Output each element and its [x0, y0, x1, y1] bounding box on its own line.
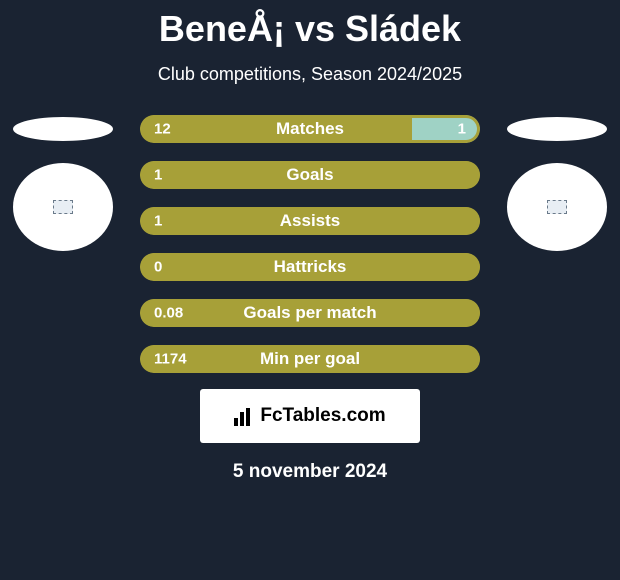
stat-bar-left-value: 1174: [154, 351, 187, 368]
source-logo: FcTables.com: [200, 389, 420, 443]
stat-bar-right-value: 1: [458, 121, 466, 138]
page-title: BeneÅ¡ vs Sládek: [0, 0, 620, 50]
flag-icon: [53, 200, 73, 214]
stat-bar: Goals per match 0.08: [140, 299, 480, 327]
stat-bar-label: Hattricks: [274, 257, 347, 277]
player-left-name-chip: [13, 117, 113, 141]
player-right-column: [502, 117, 612, 251]
player-left-avatar: [13, 163, 113, 251]
stat-bar-label: Min per goal: [260, 349, 360, 369]
stat-bar-label: Assists: [280, 211, 340, 231]
stat-bar-left-value: 1: [154, 167, 162, 184]
player-right-avatar: [507, 163, 607, 251]
stat-bar: Hattricks 0: [140, 253, 480, 281]
generation-date: 5 november 2024: [0, 461, 620, 483]
player-left-column: [8, 117, 118, 251]
stat-bar: Min per goal 1174: [140, 345, 480, 373]
stat-bar: Assists 1: [140, 207, 480, 235]
page-subtitle: Club competitions, Season 2024/2025: [0, 64, 620, 85]
stat-bar-left-value: 0.08: [154, 305, 183, 322]
stat-bar-label: Goals per match: [243, 303, 376, 323]
stat-bar-label: Matches: [276, 119, 344, 139]
stat-bar: Goals 1: [140, 161, 480, 189]
stat-bar-right-fill: [412, 115, 480, 143]
comparison-area: Matches 12 1 Goals 1 Assists 1 Hattricks 0 Goals …: [0, 117, 620, 391]
stat-bar-left-value: 0: [154, 259, 162, 276]
stat-bar-left-value: 1: [154, 213, 162, 230]
stat-bar-left-value: 12: [154, 121, 171, 138]
source-logo-text: FcTables.com: [260, 405, 385, 427]
flag-icon: [547, 200, 567, 214]
stat-bar: Matches 12 1: [140, 115, 480, 143]
stat-bars: Matches 12 1 Goals 1 Assists 1 Hattricks 0 Goals …: [118, 115, 502, 391]
player-right-name-chip: [507, 117, 607, 141]
bars-icon: [234, 406, 254, 426]
stat-bar-label: Goals: [286, 165, 333, 185]
